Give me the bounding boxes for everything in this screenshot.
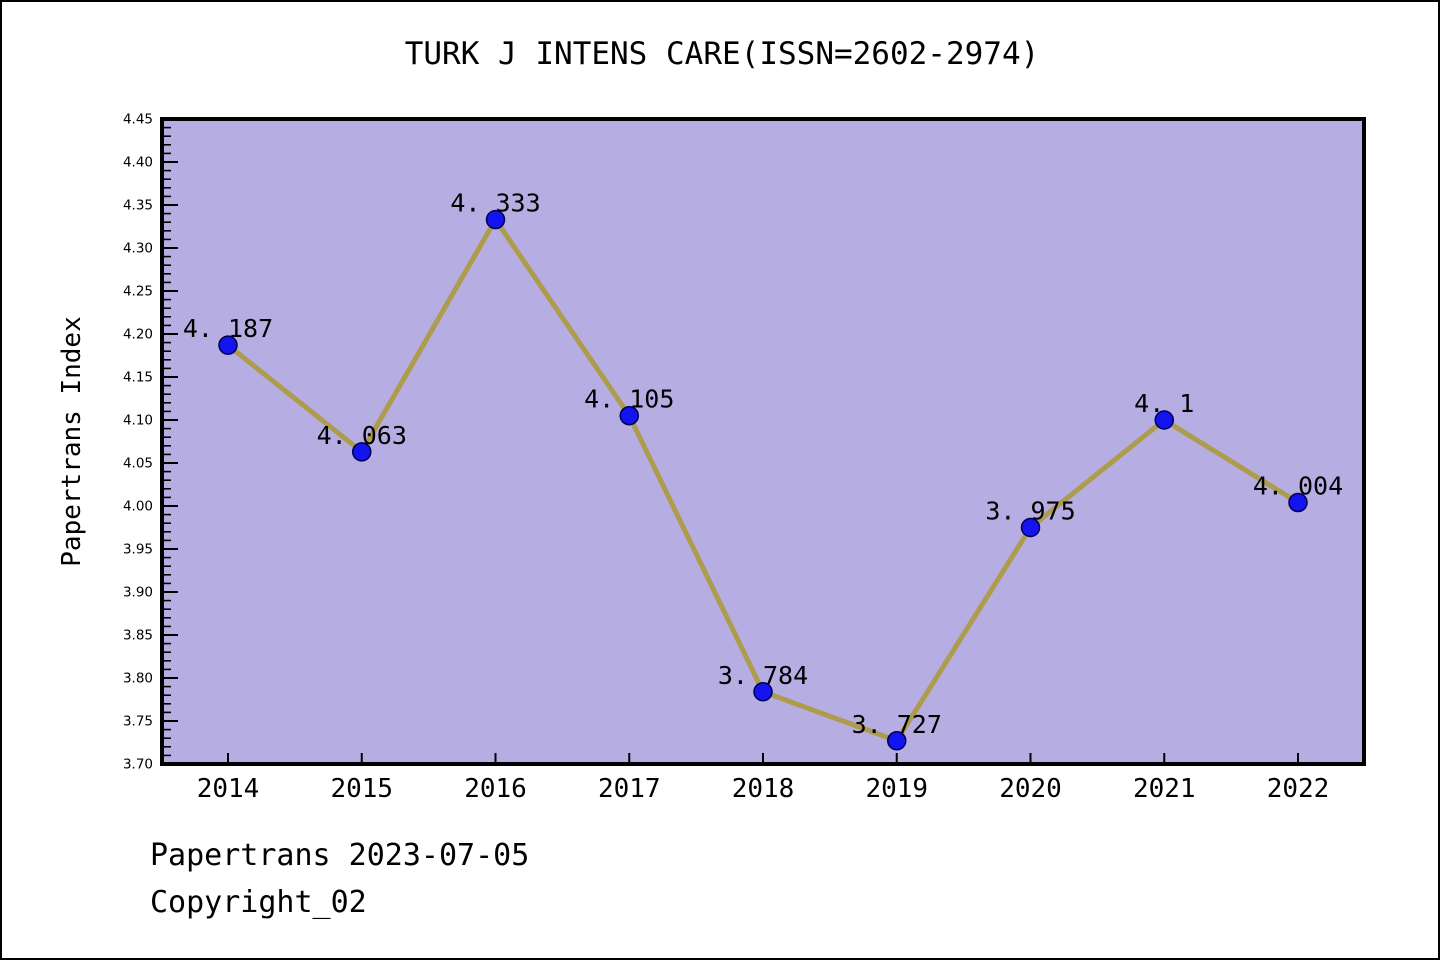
y-tick-label: 4.20 — [123, 327, 153, 343]
x-tick-label: 2017 — [598, 774, 661, 804]
data-point — [485, 209, 506, 230]
data-point-label: 4. 1 — [1134, 389, 1194, 418]
data-point — [1154, 410, 1174, 430]
y-tick-label: 3.95 — [123, 542, 153, 558]
y-tick-label: 3.75 — [123, 714, 153, 730]
y-axis-label: Papertrans Index — [57, 316, 87, 566]
plot-area — [162, 119, 1364, 764]
data-point — [1288, 492, 1308, 513]
y-tick-label: 3.90 — [123, 585, 153, 601]
y-tick-label: 4.35 — [123, 198, 153, 214]
y-tick-label: 4.45 — [123, 112, 153, 128]
y-tick-label: 4.05 — [123, 456, 153, 472]
x-tick-label: 2016 — [464, 774, 527, 804]
x-tick-label: 2020 — [999, 774, 1062, 804]
footer-source-date: Papertrans 2023-07-05 — [150, 838, 530, 873]
data-point-label: 4. 187 — [183, 314, 273, 343]
y-tick-label: 4.15 — [123, 370, 153, 386]
footer-copyright: Copyright_02 — [150, 885, 367, 920]
data-point-label: 4. 333 — [450, 189, 540, 218]
y-tick-label: 4.40 — [123, 155, 153, 171]
data-point — [753, 682, 773, 702]
x-tick-label: 2018 — [732, 774, 795, 804]
data-point — [352, 442, 372, 462]
y-tick-label: 4.30 — [123, 241, 153, 257]
x-tick-label: 2015 — [330, 774, 393, 804]
y-tick-label: 3.80 — [123, 671, 153, 687]
data-point-label: 3. 975 — [985, 497, 1075, 526]
plot-frame — [160, 117, 1366, 766]
x-tick-label: 2021 — [1133, 774, 1196, 804]
y-tick-label: 3.85 — [123, 628, 153, 644]
x-tick-label: 2019 — [865, 774, 928, 804]
x-tick-label: 2022 — [1267, 774, 1330, 804]
data-point-label: 3. 727 — [852, 710, 942, 739]
y-tick-label: 4.00 — [123, 499, 153, 515]
data-point — [887, 731, 907, 751]
data-point-label: 4. 063 — [317, 421, 407, 450]
y-tick-label: 4.25 — [123, 284, 153, 300]
y-tick-label: 3.70 — [123, 757, 153, 773]
data-point — [1020, 517, 1041, 538]
data-point-label: 4. 105 — [584, 385, 674, 414]
data-point-label: 3. 784 — [718, 661, 808, 690]
data-point — [218, 335, 238, 355]
y-tick-label: 4.10 — [123, 413, 153, 429]
data-point — [619, 405, 639, 426]
chart-title: TURK J INTENS CARE(ISSN=2602-2974) — [404, 36, 1040, 72]
x-tick-label: 2014 — [197, 774, 260, 804]
data-point-label: 4. 004 — [1253, 472, 1343, 501]
